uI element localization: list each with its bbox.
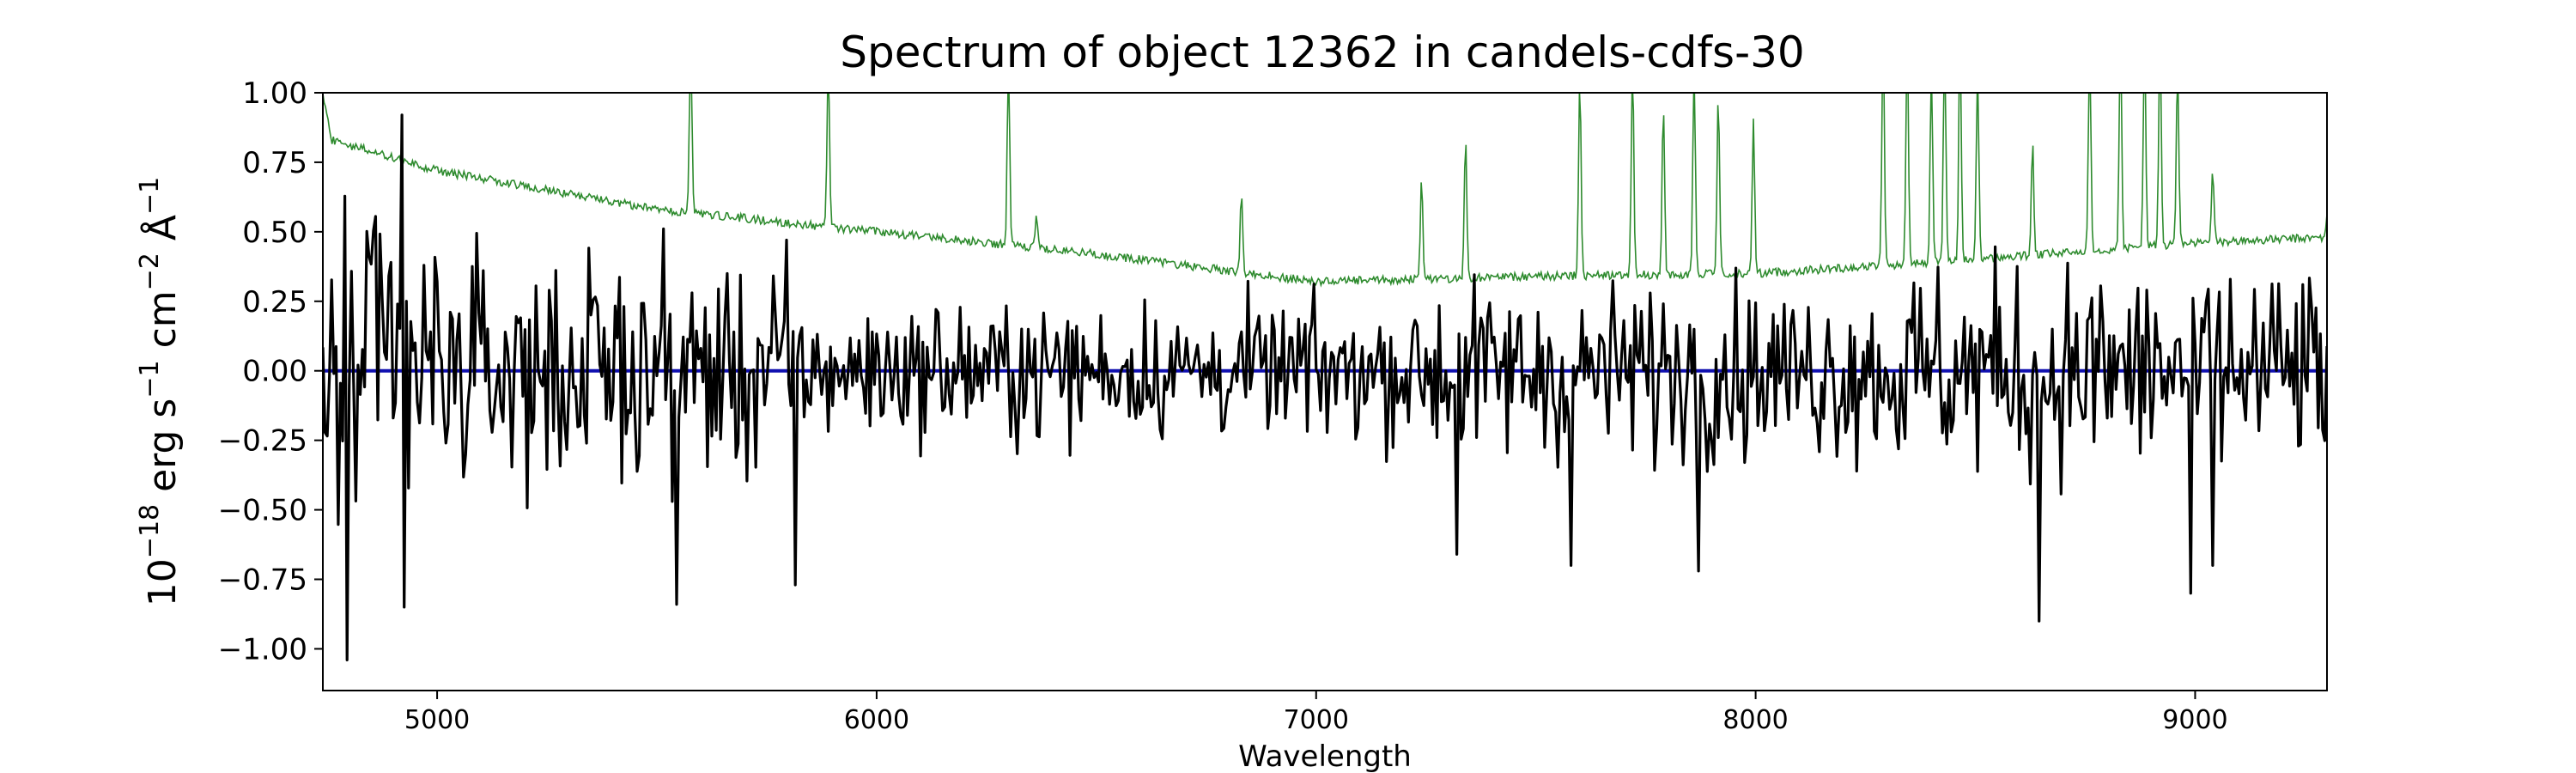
y-label-angstrom-exponent: −1 (135, 177, 165, 215)
y-label-exponent: −18 (135, 504, 165, 558)
y-label-cm: cm (141, 290, 185, 360)
x-tick-label: 9000 (2162, 705, 2227, 735)
x-axis: 5000 6000 7000 8000 9000 (404, 691, 2228, 735)
chart-title: Spectrum of object 12362 in candels-cdfs… (840, 27, 1805, 77)
y-tick-label: 0.25 (242, 285, 307, 320)
flux-spectrum-line (323, 113, 2327, 662)
y-label-cm-exponent: −2 (135, 253, 165, 290)
error-spectrum-line (323, 93, 2327, 288)
y-tick-label: 0.50 (242, 216, 307, 250)
y-tick-label: −1.00 (218, 632, 307, 666)
plot-area (322, 92, 2328, 691)
y-tick-label: −0.50 (218, 494, 307, 528)
y-tick-label: −0.25 (218, 424, 307, 459)
y-label-angstrom: Å (139, 215, 185, 253)
series-layer (323, 93, 2327, 662)
y-axis: 1.00 0.75 0.50 0.25 0.00 −0.25 −0.50 −0.75 −1.00 (218, 76, 323, 666)
y-label-base: 10 (141, 558, 185, 606)
y-tick-label: 0.00 (242, 355, 307, 389)
y-axis-label: 10−18 erg s−1 cm−2 Å−1 (135, 177, 185, 606)
x-tick-label: 7000 (1284, 705, 1349, 735)
y-label-s-exponent: −1 (135, 360, 165, 398)
plot-frame (322, 92, 2328, 691)
x-tick-label: 5000 (404, 705, 470, 735)
y-label-erg: erg s (141, 399, 185, 504)
y-tick-label: 1.00 (242, 76, 307, 111)
x-axis-label: Wavelength (1238, 740, 1412, 773)
x-tick-label: 8000 (1722, 705, 1788, 735)
y-tick-label: −0.75 (218, 563, 307, 598)
x-tick-label: 6000 (844, 705, 909, 735)
y-tick-label: 0.75 (242, 146, 307, 180)
